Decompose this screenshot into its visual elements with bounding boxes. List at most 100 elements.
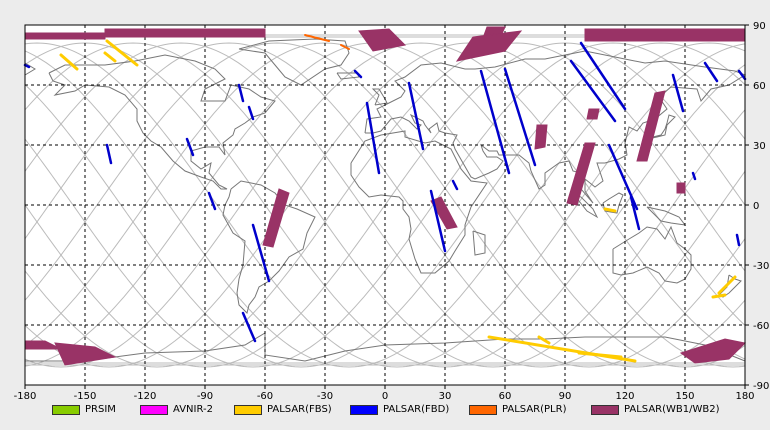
- pass-wb1-wb2: [54, 342, 117, 366]
- legend-label: PALSAR(PLR): [502, 404, 567, 415]
- legend-label: PALSAR(FBD): [383, 404, 450, 415]
- legend-swatch: [140, 404, 168, 415]
- x-tick-label: -150: [74, 391, 97, 402]
- y-tick-label: 60: [753, 81, 766, 92]
- pass-fbd: [691, 171, 697, 181]
- pass-wb1-wb2: [586, 108, 600, 120]
- pass-wb1-wb2: [455, 30, 523, 62]
- y-tick-label: 90: [753, 21, 766, 32]
- map-grid: [25, 25, 745, 385]
- pass-fbd: [629, 195, 641, 231]
- axis-ticks: -180 -150 -120 -90 -60 -30 0 30 60 90 120 150 180 90 6…: [14, 21, 770, 402]
- pass-fbs: [103, 51, 117, 63]
- x-tick-label: 30: [439, 391, 452, 402]
- coastline: [602, 192, 624, 214]
- pass-fbd: [735, 233, 741, 247]
- pass-fbd: [207, 191, 217, 211]
- y-tick-label: -90: [753, 381, 769, 392]
- pass-fbd: [479, 69, 511, 175]
- pass-plr: [340, 44, 350, 50]
- legend-label: PRSIM: [85, 404, 116, 415]
- x-tick-label: 0: [382, 391, 388, 402]
- pass-wb1-wb2: [676, 182, 686, 194]
- pass-wb1-wb2: [584, 28, 746, 42]
- coastline: [644, 114, 676, 144]
- coastline: [364, 50, 747, 204]
- pass-fbd: [703, 61, 719, 83]
- pass-fbd: [451, 179, 459, 191]
- legend-swatch: [469, 404, 497, 415]
- coastline: [472, 230, 486, 256]
- legend-item: PALSAR(WB1/WB2): [591, 404, 720, 415]
- legend: PRSIM AVNIR-2 PALSAR(FBS) PALSAR(FBD) PALSAR…: [0, 398, 770, 424]
- y-tick-label: 0: [753, 201, 759, 212]
- pass-fbs: [577, 351, 623, 359]
- x-tick-label: 120: [615, 391, 634, 402]
- pass-fbd: [569, 59, 617, 123]
- pass-fbd: [241, 311, 257, 343]
- legend-swatch: [591, 404, 619, 415]
- pass-fbd: [353, 69, 363, 79]
- pass-fbd: [23, 63, 31, 69]
- coastline: [336, 72, 360, 80]
- pass-fbs: [603, 207, 617, 213]
- pass-fbs: [537, 335, 551, 345]
- x-tick-label: 60: [499, 391, 512, 402]
- x-tick-label: -120: [134, 391, 157, 402]
- legend-swatch: [234, 404, 262, 415]
- x-tick-label: 180: [735, 391, 754, 402]
- pass-wb1-wb2: [679, 338, 747, 364]
- pass-fbd: [737, 69, 747, 81]
- coastline: [238, 38, 350, 86]
- legend-label: PALSAR(FBS): [267, 404, 332, 415]
- pass-fbd: [251, 223, 271, 283]
- coastline: [222, 180, 316, 314]
- pass-wb1-wb2: [358, 28, 407, 52]
- pass-fbd: [503, 67, 537, 167]
- pass-wb1-wb2: [430, 196, 458, 230]
- pass-fbd: [247, 105, 255, 121]
- coastline: [24, 62, 36, 76]
- x-tick-label: -90: [197, 391, 213, 402]
- coastline: [612, 225, 692, 284]
- x-tick-label: 90: [559, 391, 572, 402]
- y-tick-label: -30: [753, 261, 769, 272]
- pass-wb1-wb2: [636, 90, 666, 162]
- pass-fbs: [711, 293, 727, 299]
- pass-fbd: [671, 73, 685, 113]
- legend-label: PALSAR(WB1/WB2): [624, 404, 720, 415]
- pass-wb1-wb2: [534, 124, 548, 150]
- x-tick-label: -30: [317, 391, 333, 402]
- pass-fbd: [237, 83, 245, 103]
- pass-wb1-wb2: [24, 32, 106, 40]
- legend-item: PALSAR(FBD): [350, 404, 449, 415]
- legend-item: PALSAR(PLR): [469, 404, 566, 415]
- pass-fbs: [105, 39, 139, 67]
- y-tick-label: 30: [753, 141, 766, 152]
- observation-passes: [23, 26, 747, 366]
- coastline: [574, 194, 599, 219]
- pass-fbs: [717, 275, 737, 295]
- y-tick-label: -60: [753, 321, 769, 332]
- pass-fbd: [407, 81, 425, 151]
- legend-item: PRSIM: [52, 404, 116, 415]
- pass-fbd: [185, 137, 195, 157]
- x-tick-label: -180: [14, 391, 37, 402]
- pass-wb1-wb2: [262, 188, 290, 248]
- pass-fbd: [365, 101, 381, 175]
- pass-wb1-wb2: [566, 142, 596, 206]
- pass-plr: [304, 34, 330, 42]
- legend-swatch: [350, 404, 378, 415]
- pass-wb1-wb2: [104, 28, 266, 38]
- x-tick-label: 150: [675, 391, 694, 402]
- coastline: [371, 88, 388, 106]
- pass-fbd: [579, 41, 627, 111]
- pass-fbd: [105, 143, 113, 165]
- legend-swatch: [52, 404, 80, 415]
- x-tick-label: -60: [257, 391, 273, 402]
- legend-label: AVNIR-2: [173, 404, 213, 415]
- pass-fbs: [59, 53, 79, 71]
- legend-item: PALSAR(FBS): [234, 404, 332, 415]
- legend-item: AVNIR-2: [140, 404, 213, 415]
